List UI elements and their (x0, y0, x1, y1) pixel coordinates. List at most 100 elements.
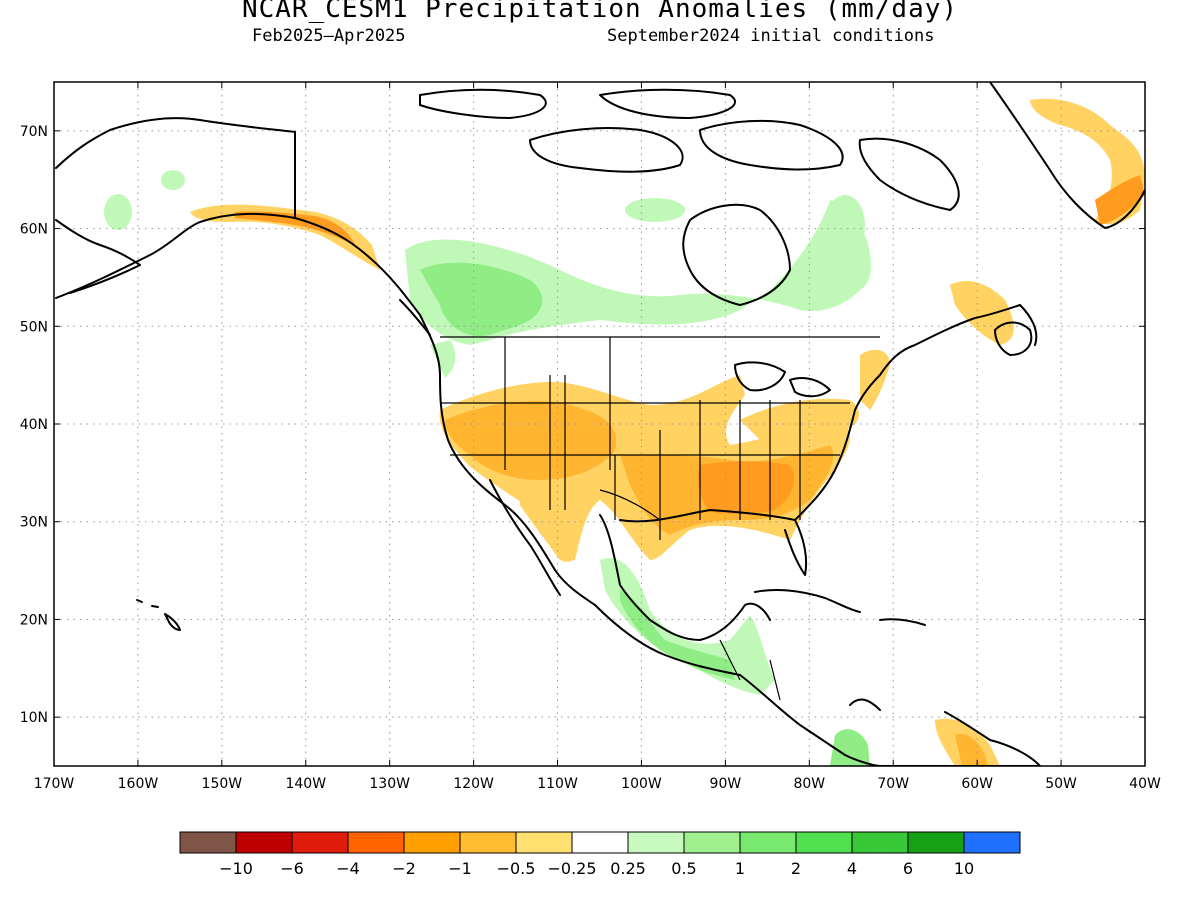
coastline-segment (489, 479, 561, 596)
coastline-segment (682, 203, 791, 306)
legend-label: −0.25 (547, 859, 596, 878)
forecast-period: Feb2025–Apr2025 (252, 26, 406, 46)
legend-label: −6 (280, 859, 304, 878)
legend-label: −0.5 (497, 859, 536, 878)
legend-swatch (571, 831, 629, 854)
y-tick-label: 60N (20, 222, 48, 238)
legend-swatch (347, 831, 405, 854)
legend-swatch (291, 831, 349, 854)
legend-label: 1 (735, 859, 745, 878)
coastline-segment (849, 698, 881, 711)
legend-label: −10 (219, 859, 253, 878)
political-border (719, 639, 781, 701)
wet-anomaly-alaska-sw (104, 194, 132, 230)
x-tick-label: 140W (285, 776, 326, 792)
x-tick-label: 130W (369, 776, 410, 792)
political-border (504, 337, 616, 520)
wet-anomaly-mexico (600, 558, 775, 695)
coastline-segment (858, 137, 960, 211)
x-tick-label: 70W (877, 776, 909, 792)
coastline-segment (994, 321, 1033, 356)
x-tick-label: 90W (710, 776, 742, 792)
legend-label: −1 (448, 859, 472, 878)
anomaly-shading (104, 98, 1145, 766)
legend-swatch (459, 831, 517, 854)
y-tick-label: 30N (20, 515, 48, 531)
dry-anomaly-greenland-core (1095, 175, 1145, 225)
x-tick-label: 100W (621, 776, 662, 792)
x-tick-label: 80W (793, 776, 825, 792)
coastline-segment (599, 88, 737, 119)
political-border (659, 400, 801, 540)
coastline-segment (699, 119, 844, 171)
y-tick-label: 70N (20, 124, 48, 140)
wet-anomaly-south-america (830, 729, 870, 766)
legend-label: 2 (791, 859, 801, 878)
legend-swatch (795, 831, 853, 854)
coastline-segment (754, 589, 861, 613)
x-tick-label: 120W (453, 776, 494, 792)
dry-anomaly-venezuela-core (955, 733, 988, 766)
coastline-segment (879, 618, 926, 626)
dry-anomaly-baja (520, 495, 577, 562)
coastline-segment (419, 88, 547, 119)
axis-ticks: 170W 160W 150W 140W 130W 120W 110W 100W 90W 80W 70… (20, 82, 1161, 792)
legend-swatch (403, 831, 461, 854)
coastline-segment (55, 212, 1041, 766)
coastline-segment (399, 299, 431, 336)
coastline-segment (55, 117, 296, 169)
wet-anomaly-hudson (625, 198, 685, 222)
coastline-segment (529, 127, 684, 173)
wet-anomaly-alaska (161, 170, 185, 190)
x-tick-label: 40W (1129, 776, 1161, 792)
coastline-segment (619, 509, 808, 576)
legend-label: 10 (954, 859, 974, 878)
coastline-segment (55, 219, 141, 294)
coastline-segment (989, 82, 1145, 229)
y-tick-label: 10N (20, 710, 48, 726)
x-tick-label: 170W (34, 776, 75, 792)
legend-swatch (235, 831, 293, 854)
x-tick-label: 50W (1045, 776, 1077, 792)
x-tick-label: 150W (202, 776, 243, 792)
legend-swatch (907, 831, 965, 854)
dry-anomaly-southwest-core (445, 400, 617, 480)
legend-swatch (851, 831, 909, 854)
color-legend: −10 −6 −4 −2 −1 −0.5 −0.25 0.25 0.5 1 2 4 6 10 (179, 831, 1021, 878)
coastline-segment (789, 377, 831, 398)
legend-label: −2 (392, 859, 416, 878)
x-tick-label: 60W (961, 776, 993, 792)
political-border (599, 489, 661, 521)
legend-label: −4 (336, 859, 360, 878)
legend-swatch (515, 831, 573, 854)
dry-anomaly-alaska-core (235, 211, 355, 245)
x-tick-label: 110W (537, 776, 578, 792)
coastline-segment (599, 514, 771, 641)
legend-swatch (963, 831, 1021, 854)
dry-anomaly-alaska-coast (190, 204, 380, 270)
legend-label: 0.25 (610, 859, 646, 878)
legend-swatch (739, 831, 797, 854)
wet-anomaly-bc (420, 262, 543, 336)
legend-swatch (627, 831, 685, 854)
y-tick-label: 20N (20, 612, 48, 628)
initial-conditions: September2024 initial conditions (607, 26, 935, 46)
dry-anomaly-labrador (950, 280, 1014, 345)
coastline-segment (734, 361, 786, 392)
wet-anomaly-labrador (825, 195, 865, 255)
coastline-segment (794, 304, 1038, 521)
wet-anomaly-mexico-core (620, 590, 735, 680)
coastlines (55, 82, 1145, 766)
legend-label: 6 (903, 859, 913, 878)
x-tick-label: 160W (118, 776, 159, 792)
y-tick-label: 40N (20, 417, 48, 433)
map-title: NCAR_CESM1 Precipitation Anomalies (mm/d… (241, 0, 959, 24)
legend-label: 4 (847, 859, 857, 878)
coastline-segment (136, 599, 181, 631)
legend-swatch (179, 831, 237, 854)
dry-anomaly-southeast-core (698, 461, 795, 515)
legend-swatch (683, 831, 741, 854)
legend-label: 0.5 (671, 859, 696, 878)
